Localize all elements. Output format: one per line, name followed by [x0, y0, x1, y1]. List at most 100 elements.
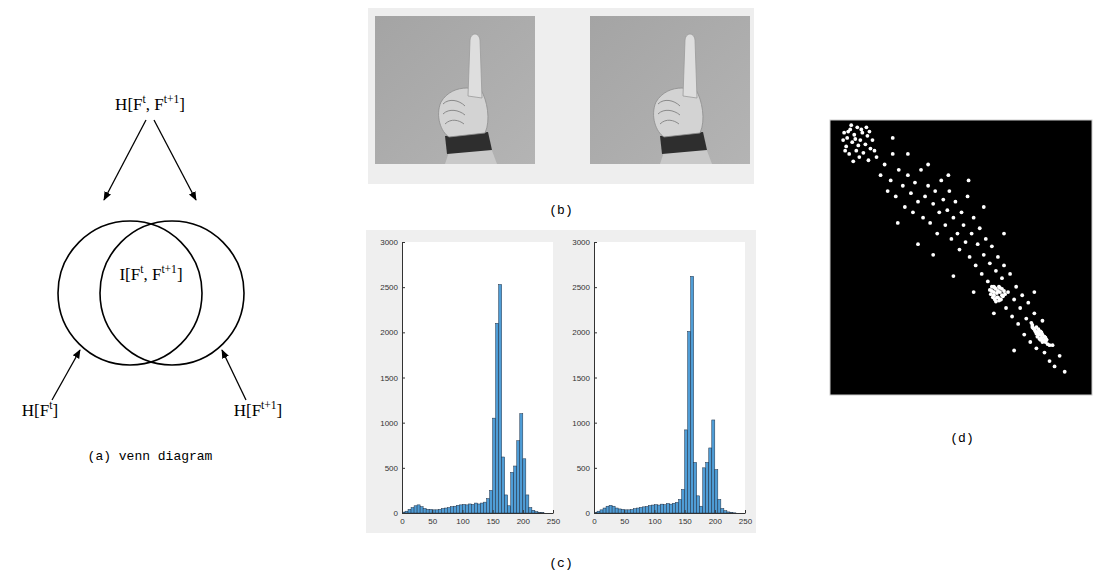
tick-label: 0: [592, 517, 597, 526]
bar: [432, 510, 435, 513]
tick: 3000: [380, 238, 405, 247]
bar: [651, 505, 654, 513]
bar: [685, 430, 688, 513]
point: [935, 232, 939, 236]
label-part: H[F: [234, 401, 261, 420]
label-part: , F: [143, 265, 161, 284]
bar: [487, 499, 490, 513]
point: [857, 155, 861, 159]
point: [1020, 293, 1024, 297]
bar: [715, 470, 718, 513]
tick: 2000: [572, 328, 597, 337]
tick-label: 2000: [380, 328, 398, 337]
bar: [453, 506, 456, 513]
venn-label: I[Ft, Ft+1]: [119, 263, 182, 284]
venn-label: H[Ft]: [22, 399, 58, 420]
point: [1044, 336, 1048, 340]
point: [1004, 306, 1008, 310]
tick-label: 3000: [380, 238, 398, 247]
point: [846, 130, 850, 134]
point: [911, 210, 915, 214]
bar: [481, 503, 484, 513]
bar: [474, 503, 477, 513]
figure: H[Ft, Ft+1]I[Ft, Ft+1]H[Ft]H[Ft+1](a) ve…: [0, 0, 1098, 579]
point: [982, 253, 986, 257]
tick-mark: [493, 510, 494, 513]
bar: [691, 276, 694, 513]
bar: [612, 506, 615, 513]
point: [851, 159, 855, 163]
point: [980, 272, 984, 276]
point: [995, 295, 999, 299]
histogram: 050100150200250050010001500200025003000: [380, 238, 561, 526]
superscript: t+1: [161, 263, 177, 276]
point: [873, 149, 877, 153]
bar: [529, 508, 532, 513]
point: [994, 269, 998, 273]
point: [958, 248, 962, 252]
y-axis: 050010001500200025003000: [380, 238, 405, 518]
bar: [621, 509, 624, 513]
point: [891, 152, 895, 156]
bar: [724, 511, 727, 513]
caption: (d): [950, 431, 973, 446]
bar: [535, 512, 538, 513]
point: [941, 198, 945, 202]
point: [1000, 276, 1004, 280]
bar: [603, 508, 606, 513]
point: [945, 208, 949, 212]
axis-line: [403, 513, 554, 514]
bar: [633, 509, 636, 513]
bar: [688, 331, 691, 513]
bar: [727, 512, 730, 513]
bar: [459, 505, 462, 513]
bar: [468, 504, 471, 513]
tick-mark: [402, 378, 405, 379]
point: [886, 189, 890, 193]
bar: [447, 508, 450, 513]
bar: [426, 509, 429, 513]
histogram: 050100150200250050010001500200025003000: [572, 238, 753, 526]
point: [926, 184, 930, 188]
point: [1031, 326, 1035, 330]
tick-label: 0: [400, 517, 405, 526]
bar: [670, 504, 673, 513]
arrow: [104, 120, 146, 200]
tick: 50: [620, 510, 629, 526]
tick-mark: [594, 468, 597, 469]
bar: [657, 505, 660, 513]
tick-mark: [402, 468, 405, 469]
point: [974, 264, 978, 268]
point: [962, 223, 966, 227]
tick-mark: [624, 510, 625, 513]
point: [988, 261, 992, 265]
point: [996, 255, 1000, 259]
point: [842, 131, 846, 135]
arrow: [154, 120, 196, 200]
point: [844, 145, 848, 149]
bar: [700, 506, 703, 513]
venn-circle-right: [100, 221, 244, 365]
tick-label: 3000: [572, 238, 590, 247]
bar: [618, 509, 621, 513]
label-part: I[F: [119, 265, 140, 284]
point: [1012, 349, 1016, 353]
tick-mark: [402, 423, 405, 424]
point: [972, 216, 976, 220]
point: [1048, 343, 1052, 347]
tick-mark: [594, 287, 597, 288]
point: [883, 163, 887, 167]
point: [931, 253, 935, 257]
point: [891, 136, 895, 140]
point: [854, 149, 858, 153]
point: [1002, 232, 1006, 236]
point: [937, 210, 941, 214]
tick-mark: [523, 510, 524, 513]
tick-mark: [462, 510, 463, 513]
point: [906, 173, 910, 177]
point: [1024, 317, 1028, 321]
photo-panel: (b): [368, 8, 754, 218]
point: [1010, 315, 1014, 319]
tick-mark: [685, 510, 686, 513]
point: [1038, 337, 1042, 341]
